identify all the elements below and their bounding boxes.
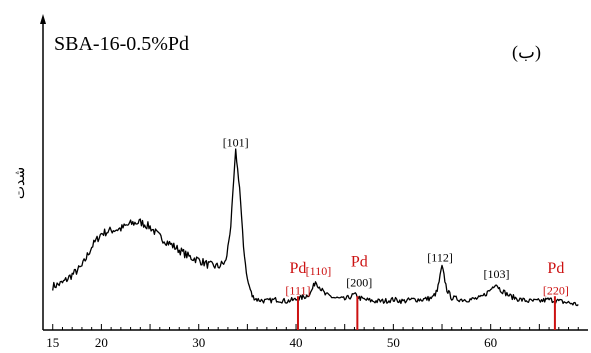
x-tick-label: 40 xyxy=(290,335,303,350)
x-tick-label: 30 xyxy=(192,335,205,350)
series-group xyxy=(52,148,579,307)
x-tick-label: 20 xyxy=(95,335,108,350)
pd-markers xyxy=(296,296,556,330)
series-line xyxy=(52,148,579,307)
y-axis-label: شدت xyxy=(13,167,28,199)
peak-label-5: [111] xyxy=(285,284,310,298)
peak-label-7: Pd xyxy=(290,260,307,277)
x-tick-label: 15 xyxy=(46,335,59,350)
y-axis-arrow xyxy=(40,14,46,24)
peak-label-1: [110] xyxy=(306,264,332,278)
peak-label-2: [200] xyxy=(346,275,372,289)
x-ticks: 15 20 30 40 50 60 xyxy=(46,324,579,350)
chart-title: SBA-16-0.5%Pd xyxy=(54,33,189,55)
axes xyxy=(40,14,588,331)
x-tick-label: 50 xyxy=(387,335,400,350)
peak-label-6: [220] xyxy=(543,284,569,298)
peak-label-4: [103] xyxy=(484,267,510,281)
panel-label: (ب) xyxy=(512,42,541,63)
peak-label-8: Pd xyxy=(351,254,368,271)
peak-label-0: [101] xyxy=(223,135,249,149)
annotations: [101] [110] [200] [112] [103] [111] [220] Pd Pd P… xyxy=(223,135,569,297)
peak-label-3: [112] xyxy=(427,251,453,265)
x-tick-label: 60 xyxy=(484,335,497,350)
peak-label-9: Pd xyxy=(547,260,564,277)
